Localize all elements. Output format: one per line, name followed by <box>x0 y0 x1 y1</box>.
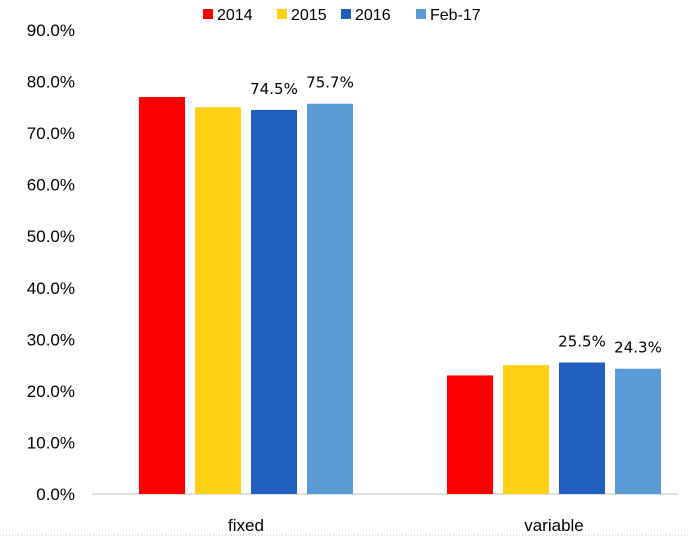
bar-2015-variable <box>503 365 549 494</box>
x-axis-category-labels: fixed variable <box>228 516 584 535</box>
bar-feb-17-fixed <box>307 103 353 495</box>
data-label: 25.5% <box>558 333 606 351</box>
legend: 2014 2015 2016 Feb-17 <box>203 7 481 24</box>
data-labels: 74.5% 25.5% 75.7% 24.3% <box>250 74 662 357</box>
legend-label: Feb-17 <box>430 7 481 24</box>
y-tick-label: 20.0% <box>27 382 75 401</box>
y-tick-label: 40.0% <box>27 279 75 298</box>
y-tick-label: 70.0% <box>27 124 75 143</box>
legend-swatch <box>416 9 426 19</box>
data-label: 24.3% <box>614 339 662 357</box>
bar-2014-fixed <box>139 97 185 495</box>
y-tick-label: 50.0% <box>27 227 75 246</box>
data-label: 75.7% <box>306 74 354 92</box>
x-category-label: fixed <box>228 516 264 535</box>
bars <box>139 97 661 495</box>
y-tick-label: 0.0% <box>36 485 75 504</box>
legend-label: 2015 <box>291 7 327 24</box>
legend-swatch <box>277 9 287 19</box>
bar-2016-variable <box>559 362 605 494</box>
data-label: 74.5% <box>250 80 298 98</box>
legend-swatch <box>341 9 351 19</box>
y-tick-label: 30.0% <box>27 330 75 349</box>
legend-label: 2016 <box>355 7 391 24</box>
y-tick-label: 90.0% <box>27 21 75 40</box>
legend-swatch <box>203 9 213 19</box>
bar-2016-fixed <box>251 109 297 495</box>
y-tick-label: 10.0% <box>27 433 75 452</box>
bar-feb-17-variable <box>615 368 661 494</box>
x-category-label: variable <box>524 516 584 535</box>
y-tick-label: 60.0% <box>27 176 75 195</box>
y-axis-tick-labels: 0.0% 10.0% 20.0% 30.0% 40.0% 50.0% 60.0% 70.0% 8… <box>27 21 75 504</box>
legend-label: 2014 <box>217 7 253 24</box>
bar-2015-fixed <box>195 107 241 494</box>
bar-2014-variable <box>447 375 493 494</box>
y-tick-label: 80.0% <box>27 73 75 92</box>
